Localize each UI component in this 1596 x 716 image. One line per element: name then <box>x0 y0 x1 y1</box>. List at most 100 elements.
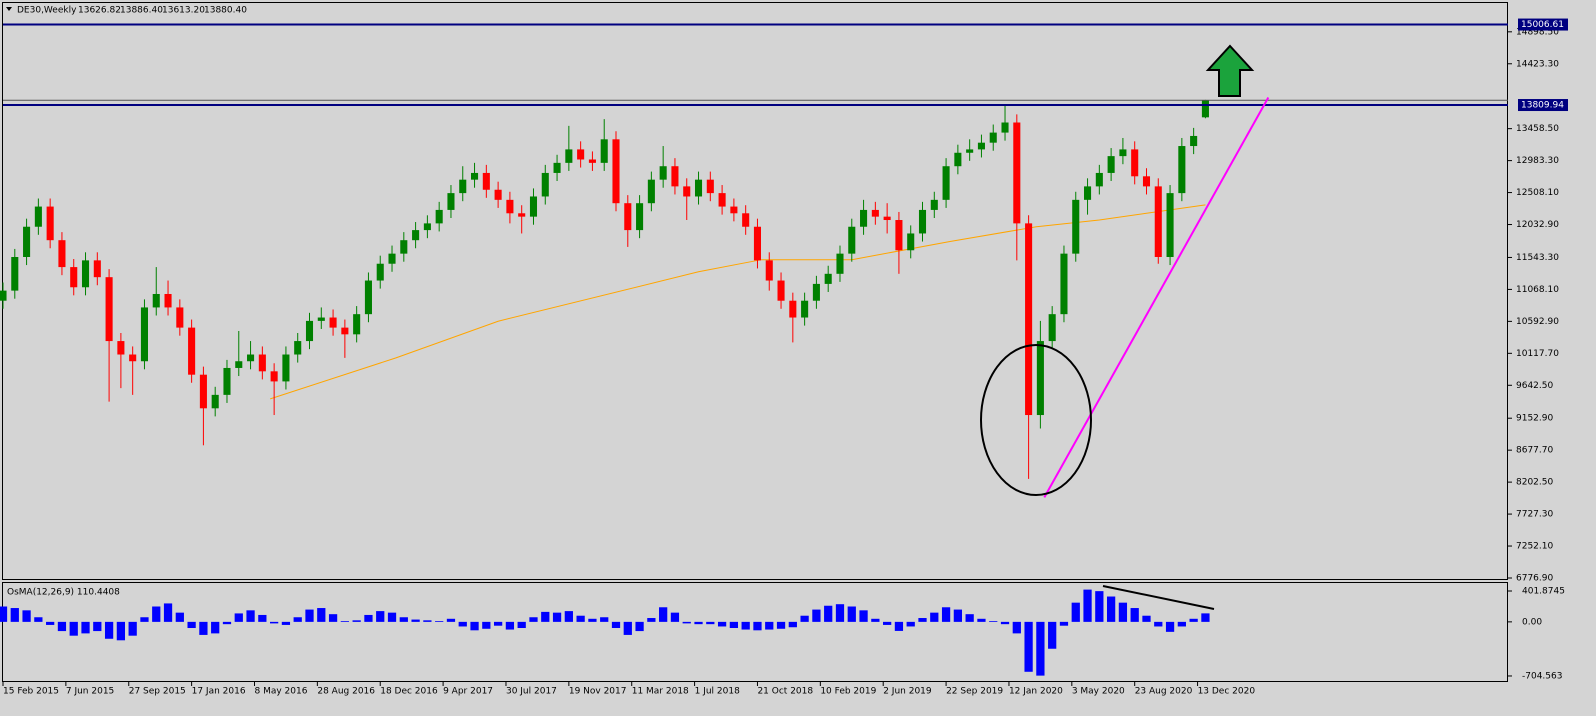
osma-bar <box>930 612 939 622</box>
osma-bar <box>1106 596 1116 622</box>
osma-bar <box>529 617 538 622</box>
osma-bar <box>104 621 114 639</box>
osma-bar <box>835 604 845 622</box>
candle-body <box>860 209 868 227</box>
candle-body <box>659 166 667 180</box>
osma-bar <box>211 621 220 634</box>
candle-body <box>211 394 219 409</box>
candle-body <box>1095 172 1103 187</box>
candle-body <box>518 213 526 217</box>
candle-body <box>706 179 714 194</box>
osma-bar <box>10 608 19 622</box>
osma-bar <box>57 621 67 632</box>
x-tick-label: 21 Oct 2018 <box>757 687 813 697</box>
x-tick-label: 3 May 2020 <box>1072 687 1125 697</box>
candle-body <box>1190 135 1198 147</box>
osma-bar <box>918 618 927 622</box>
candle-body <box>388 253 396 264</box>
osma-bar <box>659 607 668 622</box>
highlight-ellipse <box>980 344 1092 496</box>
candle-body <box>400 240 408 254</box>
candle-body <box>364 280 372 315</box>
candle-body <box>824 273 832 284</box>
candle-body <box>1119 149 1127 157</box>
y-tick-label: 12983.30 <box>1516 156 1559 166</box>
osma-bar <box>175 612 184 622</box>
candle-body <box>636 203 644 231</box>
candle-body <box>942 166 950 200</box>
y-tick-label: 401.8745 <box>1522 586 1565 596</box>
osma-bar <box>435 621 444 622</box>
y-tick-label: 0.00 <box>1522 617 1542 627</box>
osma-bar <box>1165 621 1175 632</box>
osma-bar <box>328 614 338 622</box>
x-tick-label: 18 Dec 2016 <box>380 687 438 697</box>
osma-bar <box>281 621 291 625</box>
y-tick-label: 7727.30 <box>1516 510 1553 520</box>
candle-body <box>812 283 820 301</box>
moving-average <box>270 204 1206 400</box>
candle-body <box>423 223 431 231</box>
osma-bar <box>670 612 680 622</box>
osma-bar <box>1024 621 1033 672</box>
osma-bar <box>258 614 267 622</box>
osma-bar <box>1177 621 1186 627</box>
y-tick-label: 8202.50 <box>1516 478 1553 488</box>
osma-bar <box>1142 615 1151 622</box>
candle-body <box>258 354 266 372</box>
candle-body <box>1178 146 1186 194</box>
candle-body <box>1048 314 1056 342</box>
osma-bar <box>1059 621 1069 626</box>
trendline <box>1043 96 1270 498</box>
osma-bar <box>423 620 432 622</box>
candle-body <box>506 199 514 214</box>
candle-body <box>624 203 632 231</box>
osma-bar <box>965 614 974 622</box>
candle-body <box>140 307 148 362</box>
candle-body <box>23 226 31 258</box>
osma-bar <box>152 606 161 622</box>
candle-body <box>683 186 691 197</box>
quote: 13626.82 13886.40 13613.20 13880.40 <box>78 6 247 16</box>
osma-bar <box>1071 602 1080 622</box>
candle-body <box>164 293 172 308</box>
level-label-box <box>1518 99 1568 112</box>
y-tick-label: 12032.90 <box>1516 220 1559 230</box>
osma-bar <box>1095 591 1104 622</box>
candle-body <box>152 293 160 308</box>
candle-body <box>895 220 903 251</box>
candle-body <box>907 233 915 251</box>
x-tick-label: 11 Mar 2018 <box>632 687 689 697</box>
osma-bar <box>305 609 314 622</box>
quote-value: 13613.20 <box>162 6 205 16</box>
osma-bar <box>647 618 656 622</box>
osma-bar <box>376 611 385 622</box>
x-tick-label: 10 Feb 2019 <box>820 687 876 697</box>
candle-body <box>1036 341 1044 416</box>
candle-body <box>199 374 207 409</box>
candle-body <box>376 263 384 281</box>
osma-bar <box>446 618 456 622</box>
osma-bar <box>1154 621 1163 627</box>
y-tick-label: 10117.70 <box>1516 349 1559 359</box>
y-tick-label: 14423.30 <box>1516 59 1559 69</box>
candle-body <box>58 240 66 268</box>
osma-bar <box>517 621 526 629</box>
y-tick-label: -704.563 <box>1522 671 1562 681</box>
y-tick-label: 14898.50 <box>1516 27 1559 37</box>
osma-bar <box>482 621 491 629</box>
divergence-line <box>1102 585 1215 610</box>
candle-body <box>565 149 573 163</box>
osma-bar <box>977 618 986 622</box>
osma-bar <box>81 621 90 634</box>
candle-body <box>46 206 54 241</box>
candle-body <box>176 307 184 328</box>
candle-body <box>989 132 997 143</box>
candle-body <box>1131 149 1139 177</box>
osma-bar <box>1083 589 1092 622</box>
candle-body <box>129 354 137 362</box>
osma-bar <box>187 621 196 629</box>
indicator-title: OsMA(12,26,9) 110.4408 <box>7 588 120 598</box>
candle-body <box>1025 223 1033 416</box>
